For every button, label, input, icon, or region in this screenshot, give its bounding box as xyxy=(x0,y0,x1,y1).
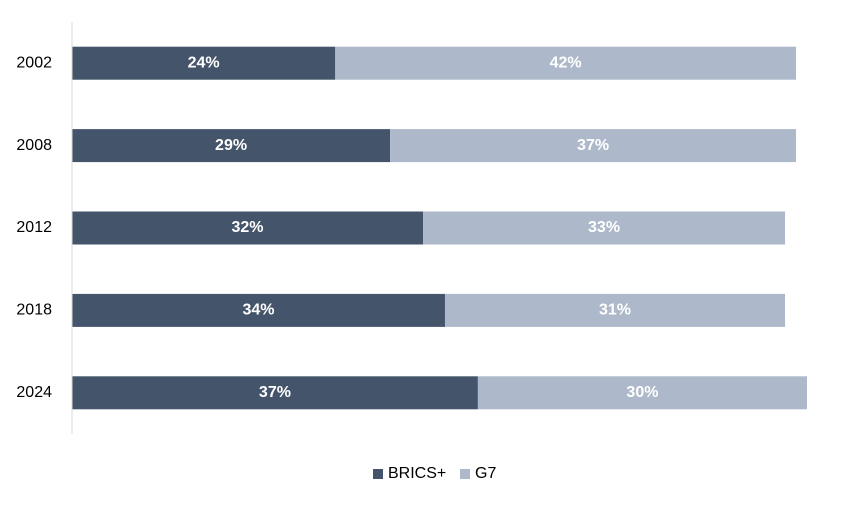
bar-brics-2018 xyxy=(72,293,445,327)
data-label-g7-2018: 31% xyxy=(599,302,631,319)
data-label-g7-2002: 42% xyxy=(550,54,582,71)
bar-g7-2008 xyxy=(390,129,797,163)
bar-brics-2002 xyxy=(72,46,336,80)
data-label-brics-2012: 32% xyxy=(232,219,264,236)
bar-g7-2002 xyxy=(335,46,797,80)
y-tick-labels: 2002 2008 2012 2018 2024 xyxy=(16,54,52,401)
bar-brics-2012 xyxy=(72,211,424,245)
data-label-g7-2024: 30% xyxy=(626,384,658,401)
legend-swatch-g7 xyxy=(460,469,470,479)
legend: BRICS+ G7 xyxy=(373,465,496,482)
y-tick-label-2008: 2008 xyxy=(16,137,52,154)
y-tick-label-2002: 2002 xyxy=(16,54,52,71)
y-tick-label-2012: 2012 xyxy=(16,219,52,236)
data-label-brics-2002: 24% xyxy=(188,54,220,71)
data-label-g7-2012: 33% xyxy=(588,219,620,236)
bar-g7-2018 xyxy=(444,293,786,327)
legend-swatch-brics xyxy=(373,469,383,479)
bar-brics-2024 xyxy=(72,376,478,410)
bars-group: 24% 42% 29% 37% 32% 33% 34% 31% 37% 30% xyxy=(72,46,807,410)
bar-g7-2012 xyxy=(423,211,786,245)
data-label-brics-2024: 37% xyxy=(259,384,291,401)
bar-brics-2008 xyxy=(72,129,391,163)
y-tick-label-2024: 2024 xyxy=(16,384,52,401)
data-label-brics-2018: 34% xyxy=(242,302,274,319)
legend-label-brics: BRICS+ xyxy=(388,465,446,482)
bar-g7-2024 xyxy=(477,376,807,410)
legend-label-g7: G7 xyxy=(475,465,496,482)
y-tick-label-2018: 2018 xyxy=(16,302,52,319)
data-label-brics-2008: 29% xyxy=(215,137,247,154)
data-label-g7-2008: 37% xyxy=(577,137,609,154)
